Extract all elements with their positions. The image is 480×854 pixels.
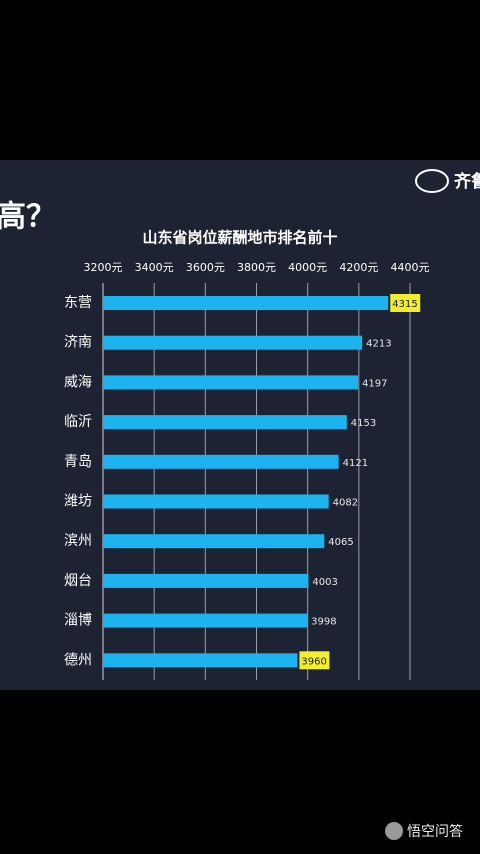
y-tick-label: 烟台 bbox=[64, 573, 92, 589]
x-tick-label: 3200元 bbox=[84, 261, 123, 274]
value-label: 4065 bbox=[328, 537, 353, 548]
watermark: 悟空问答 bbox=[407, 823, 463, 840]
logo: 齐鲁 bbox=[454, 171, 480, 192]
y-tick-label: 威海 bbox=[64, 374, 92, 390]
y-tick-label: 济南 bbox=[64, 335, 92, 351]
bar bbox=[103, 573, 309, 588]
headline-fragment: 高？ bbox=[0, 200, 56, 235]
logo-icon bbox=[415, 169, 449, 193]
y-tick-label: 青岛 bbox=[64, 454, 92, 470]
bar bbox=[103, 415, 347, 430]
bar bbox=[103, 375, 359, 390]
y-tick-label: 潍坊 bbox=[64, 494, 92, 510]
bar bbox=[103, 494, 329, 509]
x-tick-label: 4200元 bbox=[339, 261, 378, 274]
y-tick-label: 德州 bbox=[64, 652, 92, 668]
value-label: 4082 bbox=[333, 498, 358, 509]
bar bbox=[103, 534, 325, 549]
bar bbox=[103, 653, 298, 668]
value-label: 4121 bbox=[343, 458, 368, 469]
value-label: 3998 bbox=[311, 617, 336, 628]
y-tick-label: 滨州 bbox=[64, 533, 92, 549]
x-tick-label: 4400元 bbox=[391, 261, 430, 274]
value-label: 4197 bbox=[362, 378, 387, 389]
value-label-highlight bbox=[390, 294, 421, 312]
value-label: 3960 bbox=[301, 656, 326, 667]
x-tick-label: 4000元 bbox=[288, 261, 327, 274]
y-tick-label: 淄博 bbox=[64, 612, 92, 629]
chart-title: 山东省岗位薪酬地市排名前十 bbox=[142, 229, 337, 247]
watermark-icon bbox=[385, 822, 403, 840]
value-label: 4003 bbox=[312, 577, 337, 588]
x-tick-label: 3800元 bbox=[237, 261, 276, 274]
x-tick-label: 3600元 bbox=[186, 261, 225, 274]
y-tick-label: 临沂 bbox=[64, 414, 92, 430]
y-tick-label: 东营 bbox=[64, 295, 92, 311]
value-label: 4153 bbox=[351, 418, 376, 429]
bar bbox=[103, 454, 339, 469]
value-label: 4315 bbox=[392, 299, 417, 310]
bar bbox=[103, 296, 389, 310]
value-label: 4213 bbox=[366, 339, 391, 350]
x-tick-label: 3400元 bbox=[135, 261, 174, 274]
bar bbox=[103, 613, 308, 628]
bar bbox=[103, 335, 363, 350]
value-label-highlight bbox=[299, 651, 330, 670]
